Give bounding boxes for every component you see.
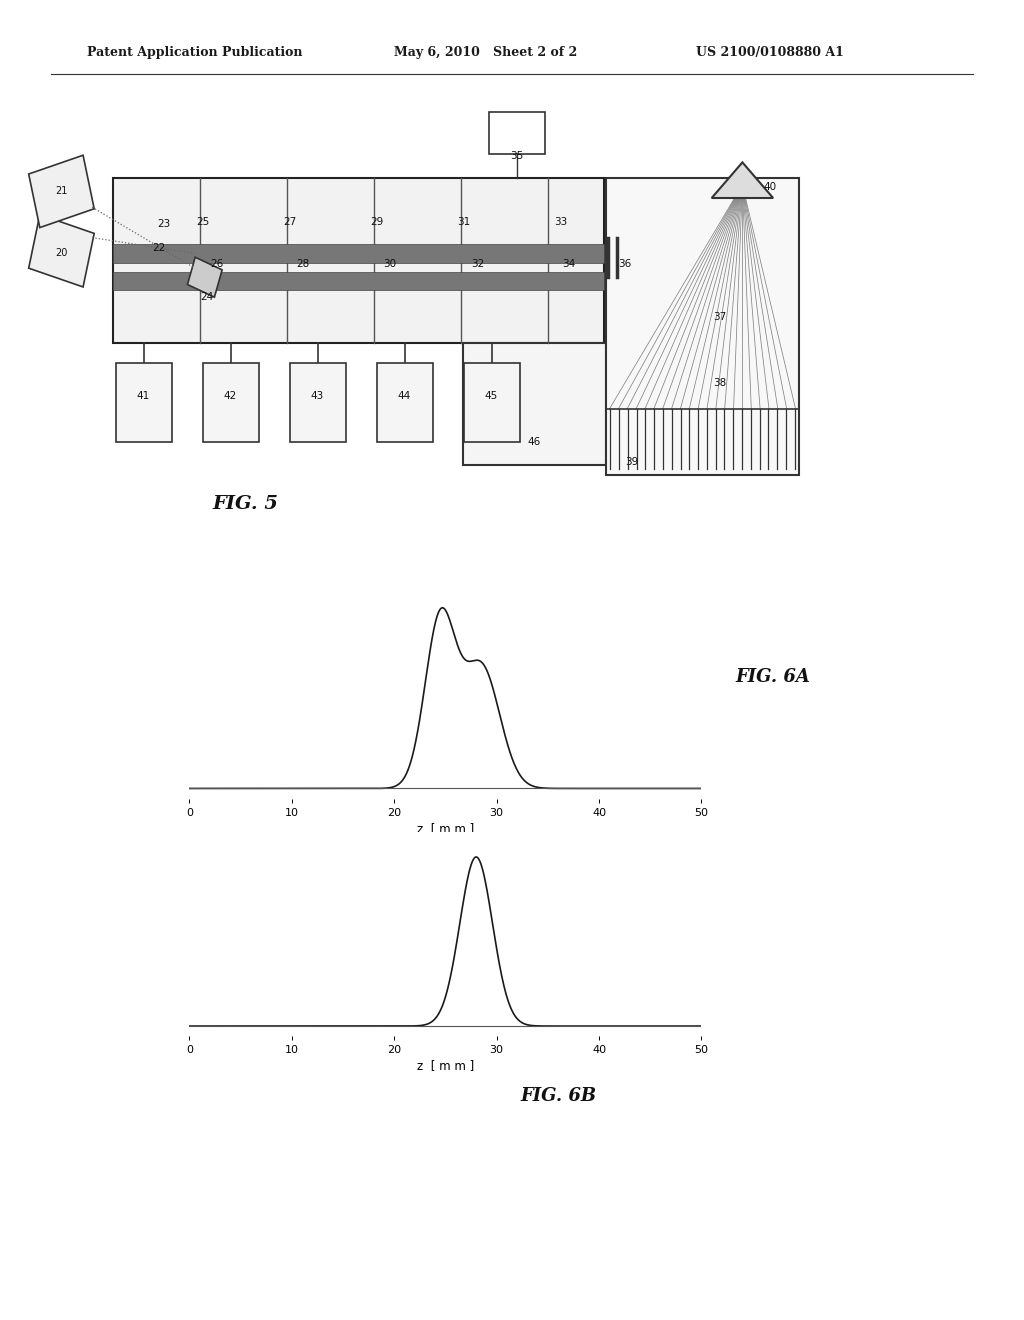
Text: 23: 23 (158, 219, 170, 230)
Text: 34: 34 (562, 259, 574, 269)
Bar (463, 343, 606, 465)
Bar (113, 178, 604, 343)
Bar (464, 363, 520, 442)
Polygon shape (712, 162, 773, 198)
Text: 39: 39 (626, 457, 638, 467)
X-axis label: z  [ m m ]: z [ m m ] (417, 822, 474, 834)
Bar (113, 244, 604, 263)
Bar (290, 363, 346, 442)
Bar (377, 363, 433, 442)
Text: 44: 44 (398, 391, 411, 401)
X-axis label: z  [ m m ]: z [ m m ] (417, 1060, 474, 1072)
Text: 36: 36 (618, 259, 631, 269)
Text: US 2100/0108880 A1: US 2100/0108880 A1 (696, 46, 844, 59)
Text: 30: 30 (384, 259, 396, 269)
Text: 35: 35 (511, 150, 523, 161)
Bar (489, 112, 545, 154)
Bar (29, 215, 94, 286)
Text: 46: 46 (528, 437, 541, 447)
Text: FIG. 6A: FIG. 6A (735, 668, 810, 686)
Text: 42: 42 (224, 391, 237, 401)
Text: May 6, 2010   Sheet 2 of 2: May 6, 2010 Sheet 2 of 2 (394, 46, 578, 59)
Text: 31: 31 (458, 216, 470, 227)
Bar (203, 363, 259, 442)
Bar (187, 257, 222, 297)
Text: FIG. 6B: FIG. 6B (520, 1086, 596, 1105)
Text: 25: 25 (197, 216, 209, 227)
Text: 20: 20 (55, 248, 68, 259)
Text: 33: 33 (555, 216, 567, 227)
Bar (606, 178, 799, 475)
Text: 21: 21 (55, 186, 68, 197)
Text: FIG. 5: FIG. 5 (213, 495, 279, 513)
Text: Patent Application Publication: Patent Application Publication (87, 46, 302, 59)
Text: 40: 40 (764, 182, 776, 193)
Text: 38: 38 (714, 378, 726, 388)
Text: 22: 22 (153, 243, 165, 253)
Text: 32: 32 (472, 259, 484, 269)
Text: 29: 29 (371, 216, 383, 227)
Bar (116, 363, 172, 442)
Text: 24: 24 (201, 292, 213, 302)
Text: 37: 37 (714, 312, 726, 322)
Bar (113, 272, 604, 290)
Text: 45: 45 (485, 391, 498, 401)
Text: 41: 41 (137, 391, 150, 401)
Text: 27: 27 (284, 216, 296, 227)
Text: 43: 43 (311, 391, 324, 401)
Text: 26: 26 (211, 259, 223, 269)
Bar (29, 156, 94, 227)
Text: 28: 28 (297, 259, 309, 269)
